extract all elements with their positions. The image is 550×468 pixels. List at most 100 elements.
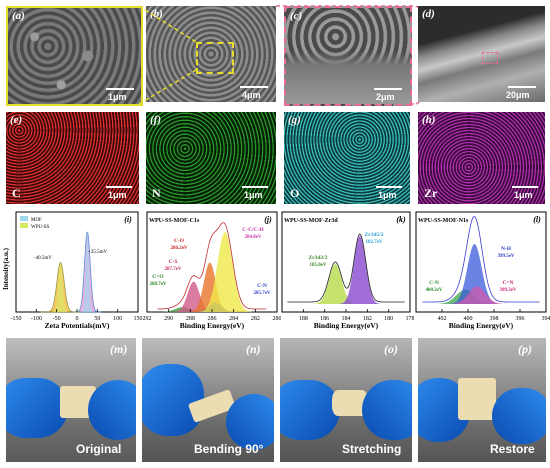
scale-text-h: 1μm: [514, 190, 533, 200]
panel-label-g: (g): [288, 114, 301, 126]
scale-text-g: 1μm: [378, 190, 397, 200]
zr-envelope: [287, 233, 405, 303]
zr-tick-label-2: 184: [342, 316, 351, 322]
scale-bar-f: [242, 186, 268, 188]
n1s-peak-value-2: 399.3eV: [499, 288, 516, 293]
panel-label-d: (d): [422, 8, 435, 20]
scale-bar-h: [512, 186, 538, 188]
scale-bar-c: [374, 88, 402, 90]
photo-bending: (n) Bending 90°: [142, 338, 274, 462]
title-k: WPU-SS-MOF-Zr3d: [284, 218, 338, 224]
element-label-n: N: [152, 186, 161, 200]
photo-original: (m) Original: [6, 338, 136, 462]
n1s-tick-label-0: 402: [438, 316, 447, 322]
xlabel-l: Binding Energy(eV): [449, 321, 514, 330]
n1s-peak-value-0: 400.2eV: [425, 288, 442, 293]
zoom-box-b: [196, 42, 234, 74]
n1s-tick-label-4: 394: [542, 316, 550, 322]
xlabel-i: Zeta Potentials(mV): [45, 321, 110, 330]
zeta-tick-label-4: 50: [94, 316, 100, 322]
c1s-peak-2: [177, 262, 243, 312]
panel-label-o: (o): [384, 342, 398, 356]
panel-label-b: (b): [150, 8, 163, 20]
zeta-tick-label-1: -100: [31, 316, 42, 322]
scale-bar-d: [508, 86, 536, 88]
c1s-tick-label-3: 286: [208, 316, 217, 322]
legend-mof: MOF: [31, 218, 42, 223]
c1s-tick-label-4: 284: [229, 316, 238, 322]
title-l: WPU-SS-MOF-N1s: [418, 218, 469, 224]
scale-bar-g: [376, 186, 402, 188]
zr-tick-label-0: 188: [299, 316, 308, 322]
eds-map-n: (f) N 1μm: [146, 112, 276, 204]
xlabel-k: Binding Energy(eV): [314, 321, 379, 330]
c1s-peak-name-0: C=O: [152, 274, 164, 280]
eds-map-c: (e) C 1μm: [6, 112, 139, 204]
panel-label-n: (n): [246, 342, 261, 356]
c1s-envelope: [157, 222, 267, 310]
sem-panel-b: (b) 4μm: [146, 6, 276, 102]
c1s-peak-4: [192, 232, 258, 312]
sem-panel-d: (d) 20μm: [418, 6, 545, 102]
glove-left-n: [142, 364, 204, 436]
peak-label-wpu: -40.5mV: [34, 256, 52, 261]
panel-label-f: (f): [150, 114, 161, 126]
c1s-peak-value-4: 284.8eV: [244, 235, 261, 240]
series-mof-core: [77, 232, 98, 312]
title-j: WPU-SS-MOF-C1s: [149, 218, 200, 224]
c1s-tick-label-2: 288: [186, 316, 195, 322]
c1s-tick-label-1: 290: [164, 316, 173, 322]
zr-peak-value-0: 185.0eV: [309, 263, 326, 268]
glove-left-o: [280, 380, 340, 440]
sem-panel-a: (a) 1μm: [6, 6, 143, 106]
chart-zeta: Intensity(a.u.) (i) MOF WPU-SS -150 -100 -…: [2, 211, 143, 330]
scale-text-e: 1μm: [108, 190, 127, 200]
glove-right-p: [492, 388, 546, 444]
glove-right: [88, 380, 136, 440]
series-wpu-core: [46, 262, 75, 312]
zr-tick-label-3: 182: [363, 316, 372, 322]
n1s-peak-value-1: 399.5eV: [497, 254, 514, 259]
ylabel-i: Intensity(a.u.): [2, 247, 10, 290]
c1s-peak-1: [161, 281, 227, 312]
zeta-tick-label-3: 0: [76, 316, 79, 322]
c1s-peak-value-0: 288.7eV: [149, 282, 166, 287]
sem-panel-c: (c) 2μm: [284, 6, 412, 106]
zeta-tick-label-6: 150: [134, 316, 143, 322]
zeta-tick-label-5: 100: [113, 316, 122, 322]
scale-text-a: 1μm: [108, 92, 127, 102]
element-label-zr: Zr: [424, 186, 438, 200]
panel-label-l: (l): [533, 215, 541, 224]
caption-stretching: Stretching: [342, 442, 402, 456]
panel-label-a: (a): [12, 10, 25, 22]
glove-right-n: [226, 394, 274, 450]
caption-restore: Restore: [490, 442, 535, 456]
zeta-tick-label-2: -50: [53, 316, 61, 322]
photo-stretching: (o) Stretching: [280, 338, 412, 462]
zr-peak-value-1: 182.7eV: [365, 240, 382, 245]
n1s-envelope: [422, 215, 540, 303]
zr-peak-name-1: Zr3d5/2: [365, 232, 384, 238]
legend-swatch-wpu: [20, 223, 28, 228]
scale-text-f: 1μm: [244, 190, 263, 200]
panel-label-j: (j): [264, 215, 272, 224]
c1s-peak-value-1: 287.7eV: [164, 267, 181, 272]
panel-label-e: (e): [10, 114, 23, 126]
panel-label-k: (k): [396, 215, 406, 224]
panel-label-i: (i): [124, 215, 132, 224]
n1s-peak-name-0: C-N: [429, 280, 439, 286]
c1s-peak-name-4: C-C/C-H: [242, 227, 264, 233]
panel-label-m: (m): [110, 342, 128, 356]
panel-label-p: (p): [518, 342, 532, 356]
eds-map-o: (g) O 1μm: [284, 112, 410, 204]
c1s-peak-name-1: C-S: [169, 259, 178, 265]
peak-label-mof: +25.5mV: [88, 250, 107, 255]
n1s-peak-name-1: N-H: [501, 246, 512, 252]
photo-restore: (p) Restore: [418, 338, 546, 462]
chart-zr3d: WPU-SS-MOF-Zr3d (k) Zr3d3/2 185.0eV Zr3d5/…: [281, 211, 414, 330]
zeta-tick-label-0: -150: [11, 316, 22, 322]
zr-tick-label-4: 180: [384, 316, 393, 322]
chart-c1s: WPU-SS-MOF-C1s (j) C=O 288.7eV C-S 287.7eV C…: [143, 211, 281, 330]
scale-text-c: 2μm: [376, 92, 395, 102]
zr-peak-0: [308, 264, 362, 304]
